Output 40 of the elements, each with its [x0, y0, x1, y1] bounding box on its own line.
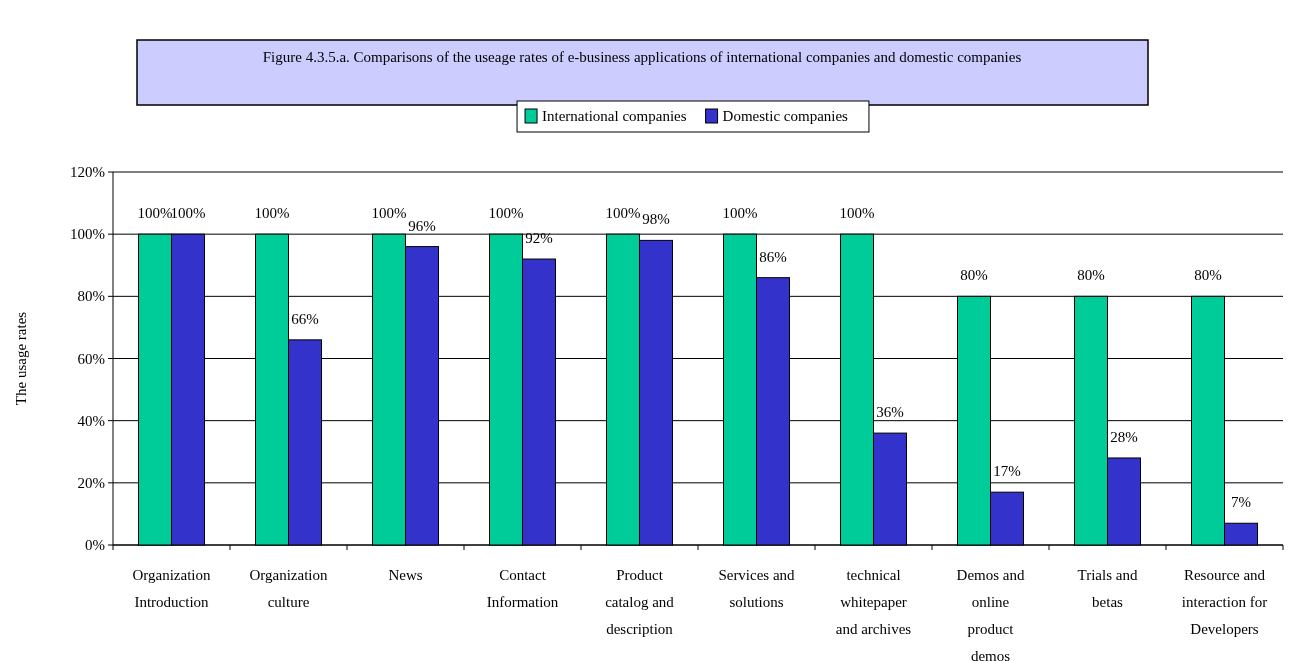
data-label: 7%	[1231, 494, 1251, 511]
y-tick-label: 40%	[77, 412, 105, 429]
x-tick-label: Organization culture	[249, 567, 329, 610]
data-label: 100%	[839, 205, 875, 222]
legend-label: International companies	[542, 108, 687, 124]
data-label: 92%	[525, 230, 553, 247]
data-label: 96%	[408, 217, 436, 234]
data-label: 100%	[605, 205, 641, 222]
chart-title: Figure 4.3.5.a. Comparisons of the useage rates of e-business applications of international companies and domestic companies	[262, 49, 1022, 65]
x-tick-label: Product catalog and description	[605, 567, 675, 637]
x-tick-label: Demos and online product demos	[956, 567, 1025, 661]
data-label: 66%	[291, 310, 319, 327]
x-tick-label: Resource and interaction for Developers	[1181, 567, 1268, 637]
data-label: 100%	[137, 205, 173, 222]
data-label: 36%	[876, 404, 904, 421]
data-label: 100%	[254, 205, 290, 222]
y-tick-label: 0%	[85, 537, 105, 553]
data-label: 80%	[1194, 267, 1222, 284]
data-label: 28%	[1110, 428, 1138, 445]
x-tick-label: technical whitepaper and archives	[835, 567, 912, 637]
data-label: 100%	[488, 205, 524, 222]
y-tick-label: 80%	[77, 288, 105, 305]
data-label: 80%	[960, 267, 988, 284]
data-label: 17%	[993, 463, 1021, 480]
x-tick-label: Trials and betas	[1077, 567, 1138, 610]
data-label: 100%	[722, 205, 758, 222]
x-tick-label: Services and solutions	[718, 567, 796, 610]
y-tick-label: 120%	[70, 164, 105, 180]
data-label: 80%	[1077, 267, 1105, 284]
y-axis-title: The usage rates	[13, 311, 29, 406]
y-tick-label: 20%	[77, 474, 105, 491]
y-tick-label: 100%	[70, 226, 105, 243]
x-tick-label: News	[388, 567, 423, 583]
y-tick-label: 60%	[77, 350, 105, 367]
x-tick-label: Organization Introduction	[132, 567, 212, 610]
x-tick-label: Contact Information	[486, 567, 559, 610]
data-label: 98%	[642, 211, 670, 228]
data-label: 86%	[759, 248, 787, 265]
data-label: 100%	[371, 205, 407, 222]
legend-label: Domestic companies	[722, 108, 849, 124]
